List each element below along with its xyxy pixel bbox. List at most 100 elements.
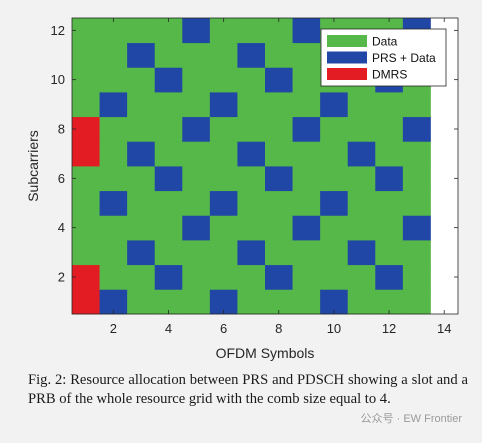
grid-cell-data-s13-c3: [402, 240, 431, 266]
grid-cell-prs-s6-c5: [209, 190, 238, 216]
grid-cell-prs-s3-c7: [127, 141, 156, 167]
grid-cell-data-s11-c8: [347, 116, 376, 142]
grid-cell-data-s7-c10: [237, 67, 266, 93]
grid-cell-data-s2-c7: [99, 141, 128, 167]
x-tick-label-8: 8: [275, 321, 282, 336]
grid-cell-data-s2-c6: [99, 166, 128, 192]
grid-cell-prs-s9-c4: [292, 215, 321, 241]
grid-cell-prs-s3-c11: [127, 42, 156, 68]
grid-cell-data-s2-c2: [99, 264, 128, 290]
grid-cell-data-s1-c5: [72, 190, 100, 216]
grid-cell-prs-s11-c7: [347, 141, 376, 167]
grid-cell-prs-s10-c5: [320, 190, 349, 216]
grid-cell-prs-s4-c2: [154, 264, 183, 290]
grid-cell-prs-s12-c6: [375, 166, 404, 192]
grid-cell-data-s12-c5: [375, 190, 404, 216]
grid-cell-data-s3-c10: [127, 67, 156, 93]
grid-cell-data-s11-c5: [347, 190, 376, 216]
grid-cell-prs-s3-c3: [127, 240, 156, 266]
grid-cell-data-s1-c11: [72, 42, 100, 68]
grid-cell-data-s5-c9: [182, 92, 211, 118]
grid-cell-data-s2-c11: [99, 42, 128, 68]
grid-cell-prs-s9-c12: [292, 18, 321, 44]
grid-cell-data-s8-c7: [265, 141, 293, 167]
grid-cell-data-s7-c8: [237, 116, 266, 142]
grid-cell-data-s8-c8: [265, 116, 293, 142]
grid-cell-prs-s13-c4: [402, 215, 431, 241]
grid-cell-data-s11-c6: [347, 166, 376, 192]
grid-cell-data-s8-c5: [265, 190, 293, 216]
grid-cell-data-s3-c5: [127, 190, 156, 216]
grid-cell-data-s13-c1: [402, 289, 431, 315]
grid-cell-prs-s7-c3: [237, 240, 266, 266]
grid-cell-data-s9-c6: [292, 166, 321, 192]
grid-cell-data-s6-c3: [209, 240, 238, 266]
grid-cell-data-s11-c2: [347, 264, 376, 290]
grid-cell-prs-s8-c6: [265, 166, 293, 192]
grid-cell-data-s2-c12: [99, 18, 128, 44]
grid-cell-data-s10-c2: [320, 264, 349, 290]
grid-cell-data-s4-c5: [154, 190, 183, 216]
x-tick-label-12: 12: [382, 321, 396, 336]
grid-cell-data-s4-c12: [154, 18, 183, 44]
grid-cell-data-s1-c9: [72, 92, 100, 118]
grid-cell-prs-s4-c10: [154, 67, 183, 93]
grid-cell-data-s7-c1: [237, 289, 266, 315]
y-tick-label-12: 12: [51, 23, 65, 38]
grid-cell-dmrs-s1-c7: [72, 141, 100, 167]
legend-swatch-dmrs: [327, 68, 367, 80]
legend: Data PRS + Data DMRS: [320, 28, 447, 87]
grid-cell-data-s10-c4: [320, 215, 349, 241]
grid-cell-data-s1-c4: [72, 215, 100, 241]
x-tick-label-6: 6: [220, 321, 227, 336]
grid-cell-data-s2-c4: [99, 215, 128, 241]
grid-cell-data-s8-c9: [265, 92, 293, 118]
grid-cell-data-s6-c2: [209, 264, 238, 290]
grid-cell-data-s13-c2: [402, 264, 431, 290]
grid-cell-data-s6-c7: [209, 141, 238, 167]
resource-grid-chart: 2 4 6 8 10 12 14 2 4 6 8 10 12 OFDM Symbols Subcarri…: [25, 17, 459, 361]
grid-cell-data-s6-c12: [209, 18, 238, 44]
grid-cell-data-s1-c6: [72, 166, 100, 192]
grid-cell-data-s1-c12: [72, 18, 100, 44]
legend-swatch-prs-data: [327, 51, 367, 64]
grid-cell-data-s4-c3: [154, 240, 183, 266]
grid-cell-data-s7-c2: [237, 264, 266, 290]
grid-cell-prs-s2-c5: [99, 190, 128, 216]
grid-cell-prs-s10-c9: [320, 92, 349, 118]
grid-cell-data-s5-c5: [182, 190, 211, 216]
grid-cell-data-s1-c3: [72, 240, 100, 266]
grid-cell-data-s4-c11: [154, 42, 183, 68]
grid-cell-data-s8-c4: [265, 215, 293, 241]
watermark: 公众号 · EW Frontier: [360, 413, 462, 425]
grid-cell-data-s5-c2: [182, 264, 211, 290]
legend-swatch-data: [327, 35, 367, 47]
grid-cell-data-s10-c3: [320, 240, 349, 266]
grid-cell-data-s3-c1: [127, 289, 156, 315]
grid-cell-data-s9-c3: [292, 240, 321, 266]
grid-cell-prs-s7-c11: [237, 42, 266, 68]
axes: 2 4 6 8 10 12 14 2 4 6 8 10 12: [51, 17, 459, 336]
grid-cell-data-s9-c5: [292, 190, 321, 216]
grid-cell-data-s5-c6: [182, 166, 211, 192]
grid-cell-data-s10-c7: [320, 141, 349, 167]
grid-cell-data-s4-c9: [154, 92, 183, 118]
x-axis-title: OFDM Symbols: [216, 345, 315, 361]
grid-cell-data-s7-c4: [237, 215, 266, 241]
grid-cell-data-s13-c9: [402, 92, 431, 118]
grid-cell-data-s11-c4: [347, 215, 376, 241]
grid-cell-prs-s12-c2: [375, 264, 404, 290]
x-tick-label-14: 14: [437, 321, 451, 336]
grid-cell-data-s13-c6: [402, 166, 431, 192]
grid-cell-data-s3-c6: [127, 166, 156, 192]
grid-cell-data-s8-c11: [265, 42, 293, 68]
grid-cell-data-s5-c3: [182, 240, 211, 266]
legend-label-prs-data: PRS + Data: [372, 51, 436, 65]
x-tick-label-10: 10: [327, 321, 341, 336]
grid-cell-data-s9-c9: [292, 92, 321, 118]
grid-cell-prs-s2-c9: [99, 92, 128, 118]
grid-cell-data-s3-c4: [127, 215, 156, 241]
y-axis-title: Subcarriers: [25, 130, 41, 202]
grid-cell-data-s4-c8: [154, 116, 183, 142]
figure-caption: Fig. 2: Resource allocation between PRS …: [28, 372, 468, 407]
